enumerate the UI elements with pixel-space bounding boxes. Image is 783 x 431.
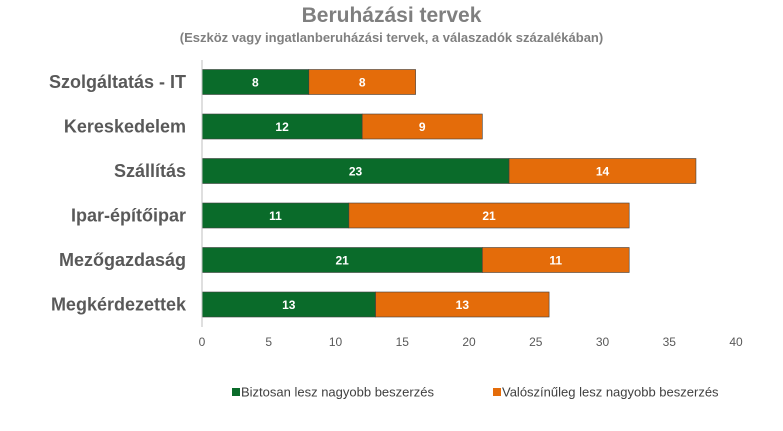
bar-segment-biztosan <box>201 69 310 95</box>
bar-segment-valoszinuleg <box>375 291 550 318</box>
x-tick-label: 20 <box>462 335 476 349</box>
bar-data-label: 13 <box>282 298 296 312</box>
bar-segment-valoszinuleg <box>508 158 697 184</box>
bar-data-label: 8 <box>252 76 259 90</box>
bar-segment-biztosan <box>201 291 376 318</box>
x-tick-label: 10 <box>329 335 343 349</box>
legend-swatch <box>232 388 240 396</box>
x-tick-label: 15 <box>396 335 410 349</box>
x-tick-label: 0 <box>199 335 206 349</box>
bar-segment-valoszinuleg <box>482 247 630 273</box>
category-label: Szállítás <box>114 161 186 181</box>
legend-swatch <box>493 388 501 396</box>
bar-data-label: 11 <box>549 254 562 268</box>
category-label: Szolgáltatás - IT <box>49 72 186 92</box>
legend-label: Biztosan lesz nagyobb beszerzés <box>241 385 434 400</box>
x-tick-label: 35 <box>663 335 677 349</box>
bar-segment-biztosan <box>201 158 510 184</box>
bar-data-label: 14 <box>596 165 610 179</box>
bar-data-label: 9 <box>419 120 426 134</box>
category-label: Ipar-építőipar <box>71 206 186 226</box>
bar-data-label: 13 <box>456 298 470 312</box>
chart-title: Beruházási tervek <box>301 4 482 27</box>
x-tick-label: 5 <box>265 335 272 349</box>
bar-data-label: 8 <box>359 76 366 90</box>
bar-data-label: 21 <box>482 209 496 223</box>
category-label: Kereskedelem <box>64 117 186 137</box>
category-label: Mezőgazdaság <box>59 250 186 270</box>
bar-segment-valoszinuleg <box>308 69 416 95</box>
bar-segment-biztosan <box>201 247 483 273</box>
legend-label: Valószínűleg lesz nagyobb beszerzés <box>502 385 719 400</box>
bar-segment-valoszinuleg <box>348 202 630 229</box>
category-label: Megkérdezettek <box>51 295 187 315</box>
bar-segment-biztosan <box>201 202 350 229</box>
bar-segment-biztosan <box>201 113 363 140</box>
x-tick-label: 25 <box>529 335 543 349</box>
bar-data-label: 21 <box>335 254 349 268</box>
bar-data-label: 23 <box>349 165 363 179</box>
chart-subtitle: (Eszköz vagy ingatlanberuházási tervek, … <box>179 30 604 45</box>
bar-segment-valoszinuleg <box>361 113 483 140</box>
x-tick-label: 30 <box>596 335 610 349</box>
bar-data-label: 11 <box>269 209 282 223</box>
bar-data-label: 12 <box>275 120 289 134</box>
x-tick-label: 40 <box>729 335 743 349</box>
